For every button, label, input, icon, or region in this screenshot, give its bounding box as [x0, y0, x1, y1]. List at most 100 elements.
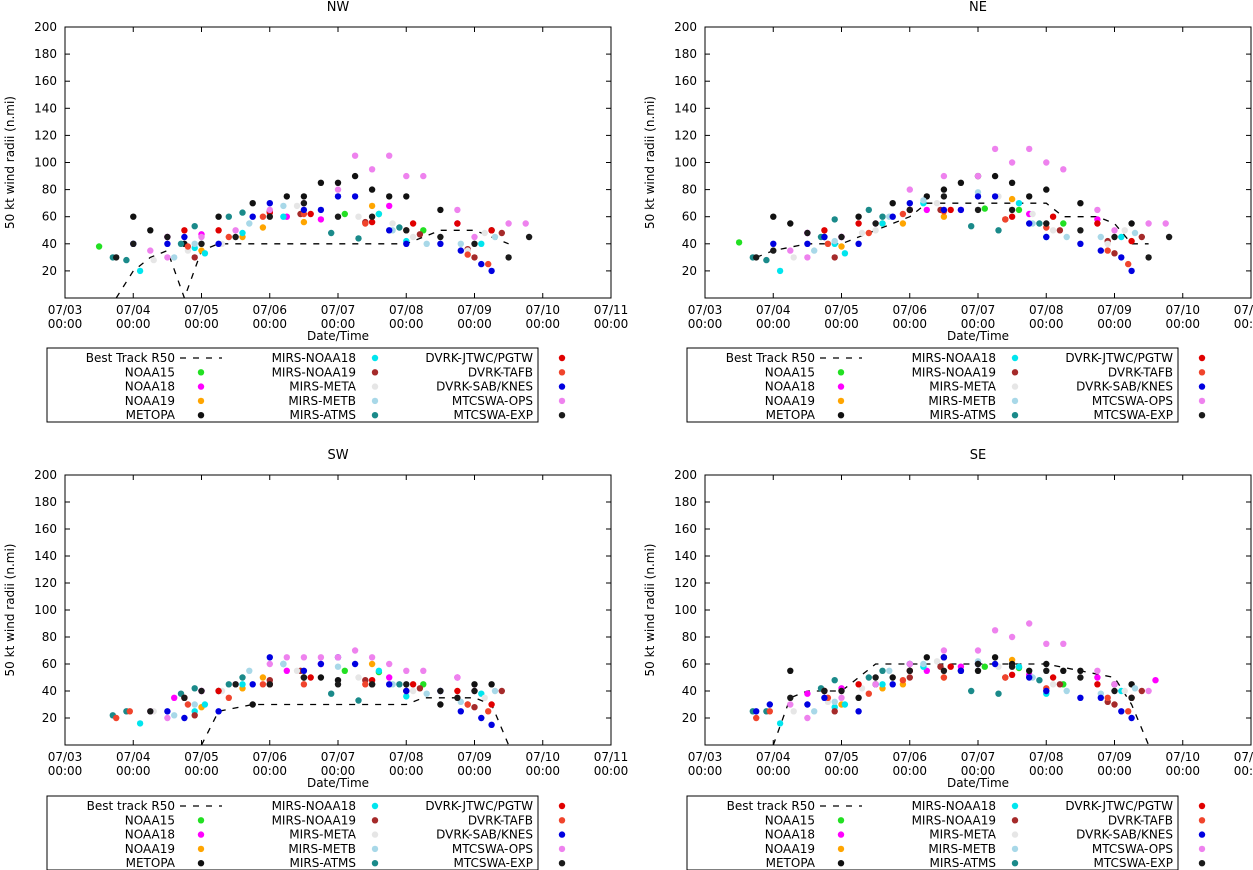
legend-marker	[371, 412, 379, 419]
x-tick-label: 07/03	[48, 750, 83, 764]
x-tick-label: 07/09	[1097, 303, 1132, 317]
data-point	[855, 694, 862, 701]
data-point	[171, 712, 178, 719]
data-point	[488, 681, 495, 688]
data-point	[855, 240, 862, 247]
panel-title: NE	[969, 0, 987, 15]
data-point	[804, 229, 811, 237]
data-point	[317, 216, 325, 223]
series-mirs-noaa19	[831, 206, 1146, 261]
data-point	[1026, 193, 1033, 200]
data-point	[811, 708, 818, 715]
data-point	[525, 233, 533, 241]
data-point	[1056, 681, 1064, 688]
plot-area	[109, 647, 510, 745]
data-point	[246, 667, 253, 674]
legend-marker	[1198, 802, 1206, 810]
data-point	[787, 667, 794, 674]
data-point	[899, 677, 907, 684]
best-track-line	[115, 229, 509, 298]
legend-marker	[837, 383, 845, 390]
x-tick-label: 00:00	[48, 764, 83, 778]
data-point	[171, 694, 178, 701]
legend-label: MTCSWA-EXP	[1094, 856, 1174, 870]
y-tick-label: 160	[34, 522, 57, 536]
legend-label: MIRS-ATMS	[930, 408, 997, 422]
y-tick-label: 40	[682, 684, 697, 698]
x-tick-label: 00:00	[389, 764, 424, 778]
data-point	[266, 200, 273, 207]
data-point	[824, 240, 832, 247]
data-point	[293, 202, 301, 210]
data-point	[899, 220, 907, 227]
x-tick-label: 07/10	[525, 303, 560, 317]
data-point	[471, 687, 478, 695]
legend-label: NOAA15	[125, 365, 175, 379]
x-tick-label: 07/08	[1029, 750, 1064, 764]
legend-marker	[837, 831, 845, 838]
data-point	[300, 654, 308, 661]
legend-marker	[558, 802, 566, 810]
panel-title: SE	[970, 448, 986, 463]
data-point	[164, 714, 171, 722]
legend-box	[46, 347, 539, 423]
x-tick-label: 07/03	[48, 303, 83, 317]
x-tick-label: 07/04	[116, 750, 151, 764]
data-point	[811, 247, 818, 254]
data-point	[855, 220, 862, 227]
plot-frame	[704, 26, 1252, 299]
data-point	[420, 172, 427, 180]
series-dvrk-tafb	[753, 674, 1132, 722]
data-point	[368, 660, 376, 668]
data-point	[1111, 250, 1118, 257]
data-point	[831, 216, 838, 223]
data-point	[804, 701, 811, 708]
data-point	[355, 674, 362, 681]
data-point	[991, 145, 999, 153]
data-point	[386, 227, 393, 234]
data-point	[396, 681, 403, 688]
data-point	[906, 667, 913, 674]
legend-label: MIRS-ATMS	[290, 856, 357, 870]
data-point	[505, 220, 512, 227]
data-point	[454, 694, 461, 701]
data-point	[940, 667, 948, 674]
data-point	[464, 701, 471, 708]
data-point	[974, 660, 982, 668]
y-tick-label: 120	[34, 128, 57, 142]
data-point	[239, 229, 246, 237]
x-tick-label: 00:00	[525, 317, 560, 331]
legend-marker	[197, 383, 205, 390]
data-point	[923, 206, 930, 214]
y-tick-label: 120	[34, 576, 57, 590]
x-axis-label: Date/Time	[947, 776, 1009, 790]
y-tick-label: 100	[34, 156, 57, 170]
data-point	[1060, 220, 1067, 227]
legend-marker	[371, 383, 379, 390]
data-point	[804, 690, 811, 697]
data-point	[841, 250, 849, 257]
y-axis-label: 50 kt wind radii (n.mi)	[3, 96, 17, 229]
data-point	[368, 213, 376, 220]
legend-marker	[558, 397, 566, 405]
legend-marker	[558, 860, 566, 867]
x-tick-label: 07/08	[1029, 303, 1064, 317]
data-point	[488, 227, 495, 234]
y-tick-label: 200	[674, 468, 697, 482]
data-point	[940, 206, 948, 214]
x-tick-label: 00:00	[892, 764, 927, 778]
data-point	[920, 197, 927, 204]
data-point	[409, 220, 417, 227]
x-tick-label: 00:00	[1234, 317, 1253, 331]
data-point	[355, 213, 362, 220]
data-point	[841, 701, 849, 708]
data-point	[478, 260, 485, 268]
data-point	[328, 229, 335, 237]
y-tick-label: 140	[34, 549, 57, 563]
data-point	[1036, 220, 1043, 227]
data-point	[940, 647, 948, 654]
data-point	[947, 206, 954, 214]
legend-label: MIRS-META	[929, 828, 997, 842]
data-point	[855, 681, 862, 688]
